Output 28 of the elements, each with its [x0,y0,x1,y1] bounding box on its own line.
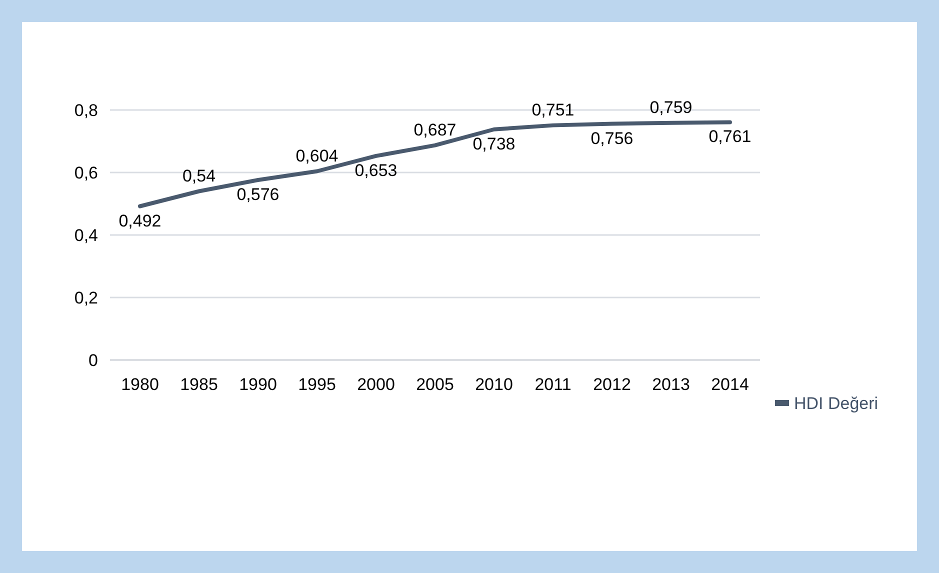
y-tick-label: 0,4 [74,226,98,245]
data-label: 0,759 [650,98,692,117]
data-label: 0,738 [472,134,516,154]
x-tick-label: 2000 [357,375,395,394]
data-label: 0,761 [708,127,752,146]
data-label: 0,751 [532,100,574,120]
y-tick-label: 0,8 [74,100,98,120]
legend-label: HDI Değeri [794,394,878,413]
x-tick-label: 1980 [121,375,159,394]
x-tick-label: 2013 [652,375,690,394]
data-label: 0,54 [182,166,216,186]
x-tick-label: 2012 [593,375,631,394]
x-tick-label: 2014 [711,375,749,394]
data-label: 0,687 [414,120,456,140]
data-label: 0,576 [236,185,280,204]
x-tick-label: 1985 [180,375,218,394]
data-label: 0,492 [118,211,162,230]
data-label: 0,756 [590,128,634,148]
x-tick-label: 1990 [239,375,277,394]
x-tick-label: 2010 [475,375,513,394]
data-label: 0,653 [354,160,398,180]
data-label: 0,604 [296,146,338,166]
x-tick-label: 1995 [298,375,336,394]
y-tick-label: 0 [88,350,98,370]
x-tick-label: 2005 [416,375,454,394]
x-tick-label: 2011 [534,375,572,394]
y-tick-label: 0,6 [74,163,98,182]
y-tick-label: 0,2 [74,288,98,308]
